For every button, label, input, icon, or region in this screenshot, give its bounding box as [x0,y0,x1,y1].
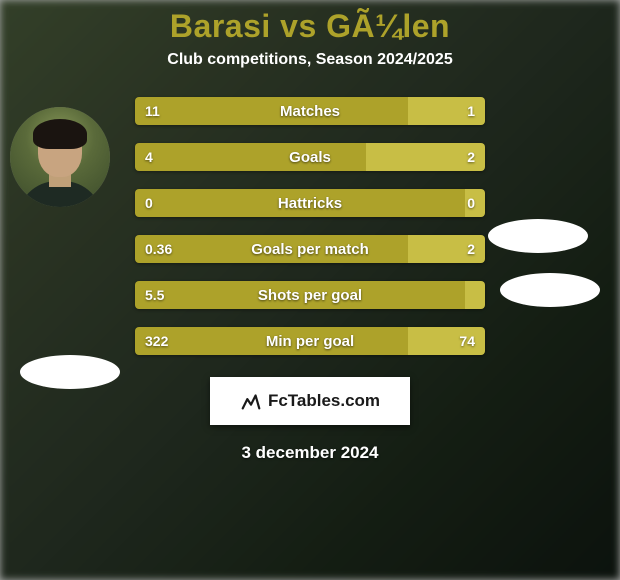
stat-row: 32274Min per goal [135,327,485,355]
stats-bars: 111Matches 42Goals 00Hattricks 0.362Goals p… [135,97,485,355]
compare-area: 111Matches 42Goals 00Hattricks 0.362Goals p… [0,97,620,355]
stat-row: 5.5Shots per goal [135,281,485,309]
player-left-avatar [10,107,110,207]
stat-right-value [465,281,485,309]
placeholder-oval-right-1 [488,219,588,253]
stat-row: 0.362Goals per match [135,235,485,263]
stat-left-value: 11 [135,97,408,125]
stat-right-value: 74 [408,327,485,355]
stat-row: 42Goals [135,143,485,171]
footer-date: 3 december 2024 [241,443,378,463]
placeholder-oval-right-2 [500,273,600,307]
logo-box[interactable]: FcTables.com [210,377,410,425]
stat-left-value: 0 [135,189,465,217]
stat-row: 00Hattricks [135,189,485,217]
placeholder-oval-left [20,355,120,389]
page-subtitle: Club competitions, Season 2024/2025 [167,51,452,69]
stat-right-value: 2 [408,235,485,263]
fctables-icon [240,390,262,412]
stat-row: 111Matches [135,97,485,125]
main-content: Barasi vs GÃ¼len Club competitions, Seas… [0,0,620,580]
stat-left-value: 0.36 [135,235,408,263]
page-title: Barasi vs GÃ¼len [170,8,450,45]
logo-text: FcTables.com [268,391,380,411]
stat-right-value: 0 [465,189,485,217]
stat-left-value: 4 [135,143,366,171]
stat-right-value: 1 [408,97,485,125]
stat-left-value: 5.5 [135,281,465,309]
stat-left-value: 322 [135,327,408,355]
stat-right-value: 2 [366,143,485,171]
